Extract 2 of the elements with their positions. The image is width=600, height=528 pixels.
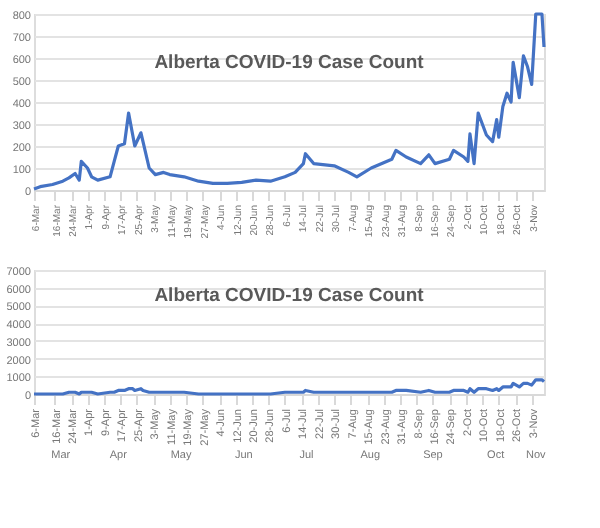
text: Alberta COVID-19 Case Count — [154, 51, 426, 74]
text: Alberta COVID-19 Case Count — [154, 284, 426, 307]
